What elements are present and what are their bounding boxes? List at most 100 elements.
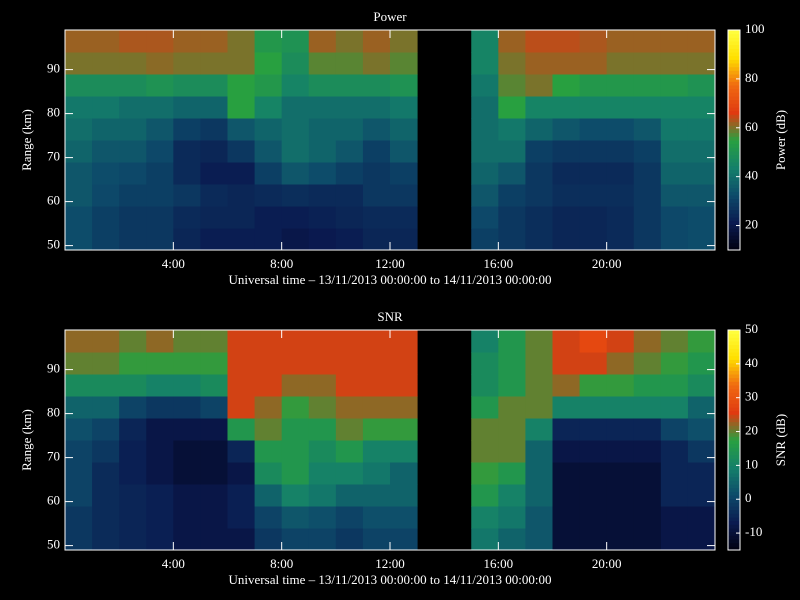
colorbar-segment <box>728 173 740 178</box>
colorbar-segment <box>728 425 740 430</box>
heat-cell <box>687 352 716 375</box>
heat-cell <box>633 140 662 163</box>
heat-cell <box>525 330 553 353</box>
colorbar-segment <box>728 399 740 404</box>
heat-cell <box>92 206 120 229</box>
heat-cell <box>471 52 499 75</box>
y-tick-label: 90 <box>47 361 60 376</box>
heat-cell <box>606 484 635 507</box>
heat-cell <box>227 462 256 485</box>
heat-cell <box>200 96 228 119</box>
heat-cell <box>471 206 499 229</box>
colorbar-segment <box>728 92 740 97</box>
heat-cell <box>633 528 662 551</box>
heat-cell <box>254 52 283 75</box>
heat-cell <box>471 184 499 207</box>
x-tick-label: 12:00 <box>375 256 405 271</box>
colorbar-segment <box>728 447 740 452</box>
colorbar-segment <box>728 432 740 437</box>
colorbar-segment <box>728 206 740 211</box>
heat-cell <box>281 418 310 441</box>
heat-cell <box>362 118 391 141</box>
heat-cell <box>308 52 337 75</box>
heat-cell <box>362 374 391 397</box>
heat-cell <box>362 484 391 507</box>
heat-cell <box>498 140 526 163</box>
heat-cell <box>660 74 689 97</box>
heat-cell <box>633 506 662 529</box>
heat-cell <box>308 396 337 419</box>
heat-cell <box>335 374 364 397</box>
heat-cell <box>335 484 364 507</box>
heat-cell <box>119 74 147 97</box>
heat-cell <box>65 162 93 185</box>
x-axis-label: Universal time – 13/11/2013 00:00:00 to … <box>229 572 552 587</box>
colorbar-segment <box>728 81 740 86</box>
colorbar-segment <box>728 355 740 360</box>
heat-cell <box>579 506 608 529</box>
colorbar-segment <box>728 195 740 200</box>
heat-cell <box>660 118 689 141</box>
colorbar-segment <box>728 465 740 470</box>
heat-cell <box>633 484 662 507</box>
heat-cell <box>498 374 526 397</box>
heat-cell <box>362 96 391 119</box>
heat-cell <box>390 506 418 529</box>
colorbar-segment <box>728 140 740 145</box>
heat-cell <box>227 162 256 185</box>
heat-cell <box>281 484 310 507</box>
heat-cell <box>660 506 689 529</box>
heat-cell <box>633 162 662 185</box>
heat-cell <box>92 184 120 207</box>
colorbar-segment <box>728 542 740 547</box>
colorbar-segment <box>728 458 740 463</box>
heat-cell <box>362 440 391 463</box>
heat-cell <box>362 418 391 441</box>
heat-cell <box>200 162 228 185</box>
x-tick-label: 4:00 <box>162 556 185 571</box>
heat-cell <box>281 118 310 141</box>
heat-cell <box>335 118 364 141</box>
heat-cell <box>525 184 553 207</box>
colorbar-segment <box>728 451 740 456</box>
heat-cell <box>254 374 283 397</box>
heat-cell <box>308 330 337 353</box>
heat-cell <box>254 418 283 441</box>
heat-cell <box>254 30 283 53</box>
colorbar-segment <box>728 118 740 123</box>
heat-cell <box>471 162 499 185</box>
heat-cell <box>200 140 228 163</box>
heat-cell <box>552 184 581 207</box>
colorbar-segment <box>728 344 740 349</box>
heat-cell <box>606 184 635 207</box>
heat-cell <box>471 418 499 441</box>
heat-cell <box>146 396 174 419</box>
colorbar-segment <box>728 363 740 368</box>
colorbar-segment <box>728 165 740 170</box>
heat-cell <box>579 462 608 485</box>
heat-cell <box>92 74 120 97</box>
heat-cell <box>173 162 201 185</box>
heat-cell <box>335 228 364 251</box>
heat-cell <box>498 330 526 353</box>
colorbar-segment <box>728 125 740 130</box>
colorbar-segment <box>728 520 740 525</box>
heat-cell <box>200 418 228 441</box>
heat-cell <box>606 30 635 53</box>
heat-cell <box>606 74 635 97</box>
colorbar-segment <box>728 70 740 75</box>
colorbar-segment <box>728 176 740 181</box>
heat-cell <box>92 440 120 463</box>
colorbar-label: SNR (dB) <box>773 414 788 466</box>
heat-cell <box>119 162 147 185</box>
heat-cell <box>92 30 120 53</box>
heat-cell <box>227 506 256 529</box>
y-tick-label: 70 <box>47 449 60 464</box>
x-tick-label: 20:00 <box>592 556 622 571</box>
y-tick-label: 80 <box>47 405 60 420</box>
heat-cell <box>633 374 662 397</box>
heat-cell <box>579 484 608 507</box>
heat-cell <box>606 206 635 229</box>
heat-cell <box>254 484 283 507</box>
heat-cell <box>579 206 608 229</box>
